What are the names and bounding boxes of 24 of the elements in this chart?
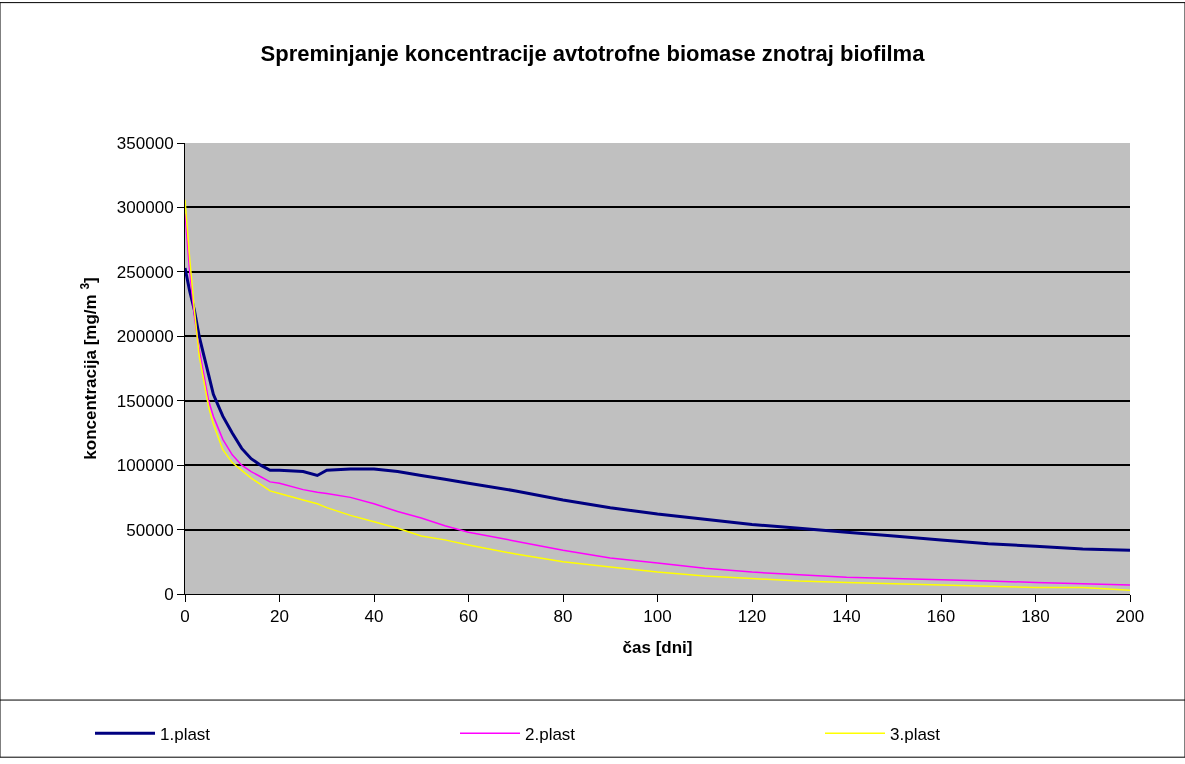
x-tick-label: 100 (643, 607, 672, 627)
x-tick-label: 80 (553, 607, 573, 627)
legend-label: 3.plast (890, 724, 941, 744)
x-tick-label: 40 (364, 607, 384, 627)
legend-label: 1.plast (160, 724, 211, 744)
y-tick-label: 350000 (116, 133, 174, 153)
x-tick-label: 180 (1021, 607, 1050, 627)
y-tick-label: 0 (164, 584, 174, 604)
x-axis-title: čas [dni] (622, 637, 693, 657)
y-tick-label: 50000 (126, 520, 174, 540)
x-tick-label: 60 (459, 607, 478, 627)
y-tick-label: 300000 (116, 198, 174, 218)
x-tick-label: 0 (180, 607, 190, 627)
x-tick-label: 200 (1115, 607, 1145, 627)
x-tick-label: 160 (926, 607, 956, 627)
x-tick-label: 140 (832, 607, 861, 627)
chart-title: Spreminjanje koncentracije avtotrofne biomase znotraj biofilma (260, 41, 926, 67)
y-tick-label: 100000 (116, 456, 174, 476)
legend-label: 2.plast (525, 724, 576, 744)
x-tick-label: 120 (737, 607, 767, 627)
x-tick-label: 20 (270, 607, 289, 627)
y-tick-label: 200000 (116, 327, 174, 347)
y-tick-label: 150000 (116, 391, 174, 411)
y-tick-label: 250000 (116, 262, 174, 282)
